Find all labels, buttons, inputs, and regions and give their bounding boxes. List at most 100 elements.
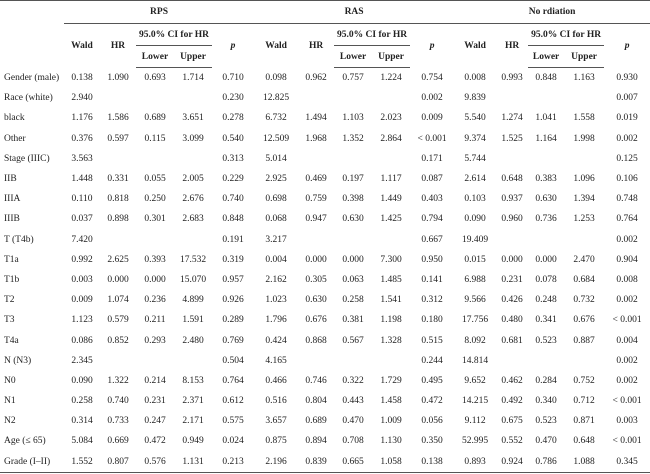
table-cell: 0.764 <box>222 375 244 386</box>
table-cell: 0.258 <box>71 396 93 407</box>
table-cell: 2.345 <box>71 355 93 366</box>
table-cell: 0.000 <box>305 254 327 265</box>
table-cell: 0.698 <box>265 194 287 205</box>
row-label: black <box>4 113 25 124</box>
table-cell: 0.466 <box>265 375 287 386</box>
empty-cell <box>136 351 174 371</box>
table-cell: 0.293 <box>144 335 166 346</box>
table-cell: 0.090 <box>71 375 93 386</box>
column-header: Wald <box>265 40 287 51</box>
table-cell: 0.248 <box>535 295 557 306</box>
table-cell: 0.236 <box>144 295 166 306</box>
table-row: N0 0.090 1.322 0.214 8.153 0.764 0.466 0.746 0.3… <box>0 371 650 391</box>
table-row: T2 0.009 1.074 0.236 4.899 0.926 1.023 0.630 0.2… <box>0 290 650 310</box>
table-cell: 0.376 <box>71 133 93 144</box>
table-cell: 0.000 <box>501 254 523 265</box>
table-cell: 0.960 <box>501 214 523 225</box>
row-label: N1 <box>4 396 16 407</box>
table-cell: 19.409 <box>462 234 489 245</box>
empty-cell <box>136 149 174 169</box>
table-cell: 9.839 <box>464 93 486 104</box>
table-cell: 0.786 <box>535 456 557 467</box>
table-cell: 0.068 <box>265 214 287 225</box>
table-cell: 0.398 <box>342 194 364 205</box>
table-cell: 1.394 <box>573 194 595 205</box>
table-cell: 0.004 <box>616 335 638 346</box>
empty-cell <box>174 351 212 371</box>
empty-cell <box>496 88 528 108</box>
table-cell: 6.988 <box>464 274 486 285</box>
empty-cell <box>174 230 212 250</box>
table-cell: 0.008 <box>464 72 486 83</box>
table-cell: 3.657 <box>265 416 287 427</box>
table-cell: 0.055 <box>144 174 166 185</box>
table-cell: 1.088 <box>573 456 595 467</box>
table-cell: 1.458 <box>380 396 402 407</box>
table-cell: 0.523 <box>535 416 557 427</box>
table-cell: 0.443 <box>342 396 364 407</box>
table-cell: 0.665 <box>342 456 364 467</box>
table-row: IIB 1.448 0.331 0.055 2.005 0.229 2.925 0.469 0.… <box>0 169 650 189</box>
table-cell: 5.540 <box>464 113 486 124</box>
table-cell: 0.002 <box>421 93 443 104</box>
row-label: T2 <box>4 295 15 306</box>
empty-cell <box>334 88 372 108</box>
row-label: IIIB <box>4 214 20 225</box>
group-header: No rdiation <box>454 0 650 24</box>
table-cell: 0.214 <box>144 375 166 386</box>
table-cell: 0.769 <box>222 335 244 346</box>
table-cell: 0.106 <box>616 174 638 185</box>
table-cell: 17.532 <box>179 254 207 265</box>
empty-cell <box>372 351 410 371</box>
empty-cell <box>298 230 334 250</box>
table-cell: 8.092 <box>464 335 486 346</box>
table-header: RPS RAS No rdiation Wald HR 95.0% CI for HR p W… <box>0 0 650 68</box>
table-cell: 15.070 <box>179 274 207 285</box>
table-cell: 0.794 <box>421 214 443 225</box>
table-cell: 0.937 <box>501 194 523 205</box>
table-cell: 0.213 <box>222 456 244 467</box>
table-cell: 2.470 <box>573 254 595 265</box>
table-cell: 7.420 <box>71 234 93 245</box>
table-cell: 0.002 <box>616 355 638 366</box>
empty-cell <box>564 230 604 250</box>
table-cell: 0.078 <box>535 274 557 285</box>
table-cell: 0.004 <box>265 254 287 265</box>
table-cell: 0.669 <box>107 436 129 447</box>
empty-cell <box>298 149 334 169</box>
table-cell: 0.063 <box>342 274 364 285</box>
table-cell: 0.403 <box>421 194 443 205</box>
table-cell: 0.345 <box>616 456 638 467</box>
table-cell: 0.926 <box>222 295 244 306</box>
column-header: Upper <box>564 45 605 68</box>
table-cell: 0.804 <box>305 396 327 407</box>
table-cell: 9.652 <box>464 375 486 386</box>
table-cell: 0.839 <box>305 456 327 467</box>
table-cell: 0.759 <box>305 194 327 205</box>
row-label: N2 <box>4 416 16 427</box>
header-row: Wald HR 95.0% CI for HR p Wald HR 95.0% CI for… <box>0 23 650 51</box>
table-cell: 12.509 <box>263 133 290 144</box>
table-cell: 3.563 <box>71 153 93 164</box>
table-cell: 0.289 <box>222 315 244 326</box>
table-cell: 2.676 <box>182 194 204 205</box>
table-cell: 1.552 <box>71 456 93 467</box>
table-cell: 0.732 <box>573 295 595 306</box>
column-header: HR <box>110 40 126 51</box>
table-cell: 0.305 <box>305 274 327 285</box>
table-cell: 7.300 <box>380 254 402 265</box>
table-cell: 0.138 <box>71 72 93 83</box>
column-header: HR <box>308 40 324 51</box>
table-cell: 2.162 <box>265 274 287 285</box>
table-cell: 0.898 <box>107 214 129 225</box>
table-cell: 52.995 <box>462 436 489 447</box>
table-cell: 0.469 <box>305 174 327 185</box>
table-cell: 9.374 <box>464 133 486 144</box>
table-cell: 2.005 <box>182 174 204 185</box>
table-cell: 0.393 <box>144 254 166 265</box>
table-cell: 3.651 <box>182 113 204 124</box>
table-cell: 0.597 <box>107 133 129 144</box>
table-cell: 0.340 <box>535 396 557 407</box>
empty-cell <box>496 230 528 250</box>
